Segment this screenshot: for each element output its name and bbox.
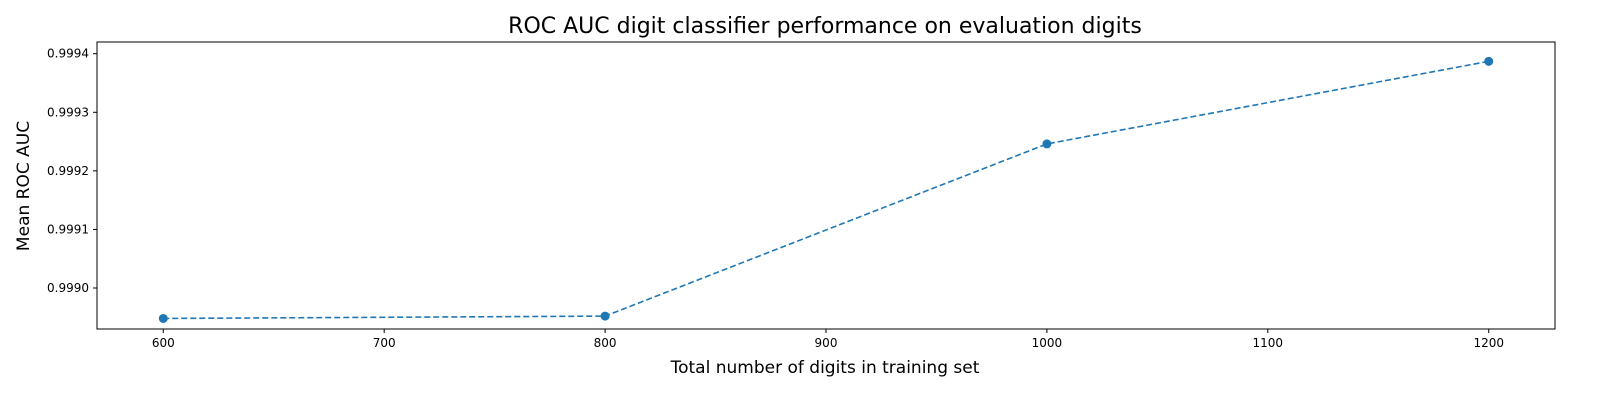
x-tick-label: 1200 <box>1473 336 1504 350</box>
y-tick-label: 0.9993 <box>47 105 89 119</box>
y-tick-label: 0.9992 <box>47 164 89 178</box>
y-tick-label: 0.9990 <box>47 281 89 295</box>
data-point <box>1484 57 1493 66</box>
data-point <box>1042 139 1051 148</box>
y-axis-label: Mean ROC AUC <box>14 121 34 251</box>
x-axis-label: Total number of digits in training set <box>670 358 980 378</box>
x-tick-label: 800 <box>594 336 617 350</box>
y-tick-label: 0.9994 <box>47 47 89 61</box>
chart-title: ROC AUC digit classifier performance on … <box>508 14 1142 39</box>
x-tick-label: 1100 <box>1253 336 1284 350</box>
data-point <box>159 314 168 323</box>
x-tick-label: 900 <box>815 336 838 350</box>
x-tick-label: 600 <box>152 336 175 350</box>
x-tick-label: 1000 <box>1032 336 1063 350</box>
data-point <box>601 312 610 321</box>
y-tick-label: 0.9991 <box>47 222 89 236</box>
x-tick-label: 700 <box>373 336 396 350</box>
